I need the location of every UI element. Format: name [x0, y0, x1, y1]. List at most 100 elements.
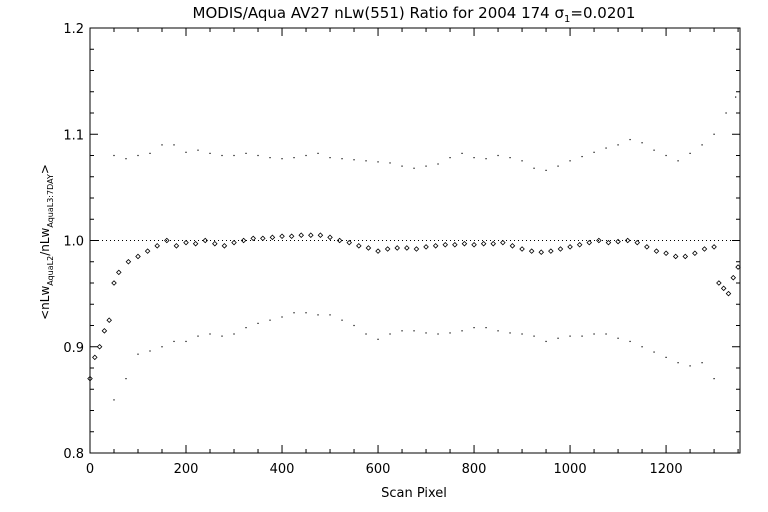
mean-ratio-point — [260, 235, 266, 242]
mean-ratio-point — [634, 239, 641, 246]
mean-ratio-point — [116, 269, 122, 276]
upper-bound-point — [185, 151, 187, 153]
x-tick-label: 1000 — [554, 462, 587, 477]
upper-bound-point — [173, 144, 175, 146]
lower-bound-point — [485, 327, 487, 329]
mean-ratio-point — [404, 245, 410, 251]
lower-bound-point — [245, 327, 247, 329]
upper-bound-point — [581, 155, 583, 158]
mean-ratio-point — [471, 241, 477, 248]
mean-ratio-point — [125, 258, 132, 265]
mean-ratio-point — [308, 232, 314, 238]
lower-bound-point — [329, 314, 331, 316]
lower-bound-point — [125, 378, 127, 380]
x-tick-label: 1200 — [650, 462, 683, 477]
lower-bound-point — [437, 333, 439, 335]
lower-bound-point — [209, 333, 211, 335]
lower-bound-point — [557, 337, 559, 339]
upper-bound-point — [653, 149, 655, 151]
mean-ratio-point — [528, 248, 535, 254]
mean-ratio-point — [279, 233, 285, 240]
lower-bound-point — [317, 314, 319, 316]
mean-ratio-point — [192, 240, 199, 247]
mean-ratio-point — [394, 245, 401, 251]
upper-bound-point — [593, 151, 595, 153]
mean-ratio-point — [231, 239, 237, 246]
mean-ratio-point — [548, 248, 554, 254]
chart-title: MODIS/Aqua AV27 nLw(551) Ratio for 2004 … — [193, 4, 636, 25]
mean-ratio-point — [730, 274, 737, 281]
upper-bound-point — [665, 154, 667, 157]
lower-bound-point — [605, 333, 607, 335]
y-tick-label: 0.9 — [63, 341, 84, 356]
upper-bound-point — [257, 154, 259, 157]
upper-bound-point — [377, 161, 379, 163]
mean-ratio-point — [653, 248, 660, 254]
upper-bound-point — [281, 158, 283, 160]
mean-ratio-point — [576, 241, 583, 248]
upper-bound-point — [197, 149, 199, 151]
upper-bound-point — [629, 138, 631, 141]
mean-ratio-point — [586, 239, 593, 246]
lower-bound-point — [233, 333, 235, 335]
lower-bound-point — [221, 335, 223, 337]
lower-bound-point — [377, 338, 379, 340]
y-tick-label: 1.1 — [63, 128, 84, 143]
upper-bound-point — [329, 157, 331, 159]
mean-ratio-point — [432, 243, 439, 249]
mean-ratio-point — [605, 239, 612, 246]
lower-bound-point — [509, 332, 511, 334]
lower-bound-point — [185, 340, 187, 343]
upper-bound-point — [341, 158, 343, 160]
y-label-sub1: AquaL2 — [46, 256, 55, 286]
mean-ratio-point — [663, 250, 669, 257]
upper-bound-point — [701, 144, 703, 146]
lower-bound-point — [641, 346, 643, 348]
mean-ratio-point — [682, 253, 689, 260]
mean-ratio-point — [711, 244, 717, 250]
upper-bound-point — [125, 158, 127, 160]
chart-title-sigma-sub: 1 — [564, 14, 570, 25]
upper-bound-point — [221, 154, 223, 157]
upper-bound-point — [641, 142, 643, 144]
upper-bound-point — [735, 96, 737, 98]
upper-bound-point — [725, 112, 727, 114]
x-tick-label: 800 — [462, 462, 487, 477]
mean-ratio-point — [106, 317, 112, 323]
upper-bound-point — [317, 152, 319, 154]
mean-ratio-point — [250, 235, 256, 242]
y-label-open: <nLw — [38, 286, 52, 320]
mean-ratio-point — [365, 245, 372, 251]
upper-bound-point — [569, 160, 571, 162]
mean-ratio-point — [336, 237, 343, 244]
mean-ratio-point — [144, 248, 151, 254]
upper-bound-point — [713, 133, 715, 135]
mean-ratio-point — [720, 285, 727, 292]
mean-ratio-point — [413, 246, 420, 252]
mean-ratio-point — [490, 240, 497, 247]
lower-bound-point — [281, 316, 283, 318]
mean-ratio-point — [87, 375, 93, 382]
mean-ratio-point — [452, 241, 458, 248]
mean-ratio-point — [519, 246, 525, 252]
mean-ratio-point — [164, 237, 170, 244]
mean-ratio-point — [240, 237, 247, 244]
lower-bound-point — [269, 319, 271, 321]
mean-ratio-point — [154, 243, 160, 249]
lower-bound-point — [137, 353, 139, 355]
x-axis-label: Scan Pixel — [381, 486, 447, 501]
mean-ratio-point — [317, 232, 324, 238]
upper-bound-point — [677, 160, 679, 162]
upper-bound-point — [461, 152, 463, 154]
lower-bound-point — [257, 322, 259, 324]
mean-ratio-point — [92, 354, 98, 361]
mean-ratio-point — [509, 243, 516, 249]
upper-bound-point — [689, 152, 691, 154]
lower-bound-point — [665, 356, 667, 358]
mean-ratio-point — [596, 237, 602, 244]
axis-ticks: 0 200 400 600 800 1000 1200 0.8 0.9 1.0 1.1 1.2 — [63, 22, 740, 477]
x-tick-label: 0 — [86, 462, 94, 477]
lower-bound-point — [533, 335, 535, 337]
lower-bound-point — [713, 378, 715, 380]
upper-bound-point — [497, 154, 499, 157]
